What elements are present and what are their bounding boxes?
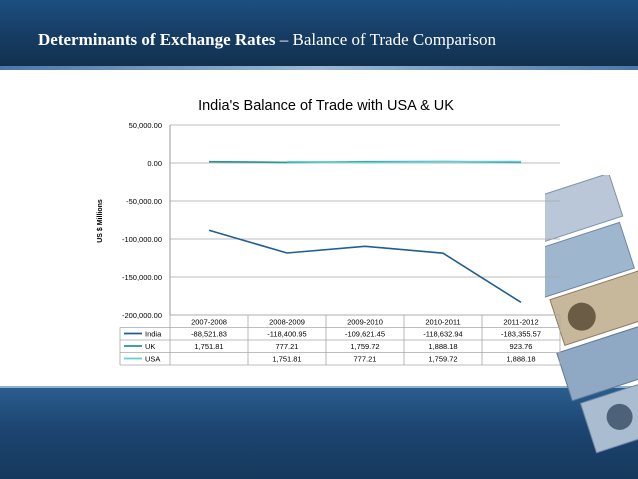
legend-entry-india: India bbox=[145, 330, 162, 339]
y-tick-label: 0.00 bbox=[147, 159, 162, 168]
data-label: 1,751.81 bbox=[272, 355, 301, 364]
slide-title: Determinants of Exchange Rates – Balance… bbox=[38, 30, 496, 50]
x-tick-label: 2010-2011 bbox=[425, 318, 460, 327]
data-label: -109,621.45 bbox=[345, 330, 385, 339]
y-tick-label: -100,000.00 bbox=[122, 235, 162, 244]
data-label: 1,751.81 bbox=[194, 342, 223, 351]
data-label: -183,355.57 bbox=[501, 330, 541, 339]
y-tick-label: -200,000.00 bbox=[122, 311, 162, 320]
header-stripe bbox=[0, 66, 638, 70]
data-label: -88,521.83 bbox=[191, 330, 227, 339]
slide-title-bold: Determinants of Exchange Rates bbox=[38, 30, 276, 49]
data-label: 777.21 bbox=[276, 342, 299, 351]
series-line-india bbox=[208, 229, 522, 304]
data-label: 923.76 bbox=[510, 342, 533, 351]
data-label: -118,632.94 bbox=[423, 330, 462, 339]
x-tick-label: 2009-2010 bbox=[347, 318, 383, 327]
slide-title-rest: – Balance of Trade Comparison bbox=[275, 30, 496, 49]
y-axis-label: US $ Millions bbox=[97, 199, 104, 243]
data-label: -118,400.95 bbox=[267, 330, 306, 339]
chart-title: India's Balance of Trade with USA & UK bbox=[198, 98, 454, 114]
data-label: 1,888.18 bbox=[506, 355, 535, 364]
slide-footer bbox=[0, 388, 638, 479]
series-line-usa bbox=[286, 160, 522, 164]
footer-line bbox=[0, 386, 638, 389]
data-label: 1,759.72 bbox=[350, 342, 379, 351]
y-tick-label: 50,000.00 bbox=[129, 121, 162, 130]
data-label: 1,759.72 bbox=[428, 355, 457, 364]
x-tick-label: 2007-2008 bbox=[191, 318, 227, 327]
x-tick-label: 2008-2009 bbox=[269, 318, 305, 327]
y-tick-label: -50,000.00 bbox=[126, 197, 162, 206]
slide-header bbox=[0, 0, 638, 66]
x-tick-label: 2011-2012 bbox=[503, 318, 538, 327]
data-label: 777.21 bbox=[354, 355, 377, 364]
banknotes-icon bbox=[545, 175, 638, 454]
y-tick-label: -150,000.00 bbox=[122, 273, 162, 282]
data-label: 1,888.18 bbox=[428, 342, 457, 351]
legend-entry-usa: USA bbox=[145, 355, 160, 364]
legend-entry-uk: UK bbox=[145, 342, 155, 351]
